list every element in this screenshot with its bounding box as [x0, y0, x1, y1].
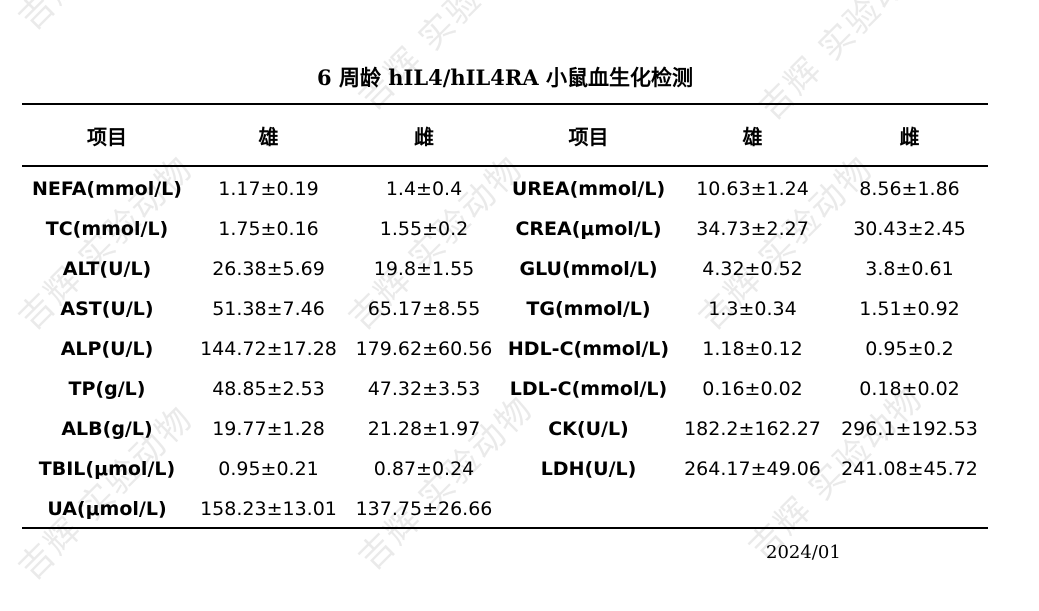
female-value: 0.18±0.02 — [859, 378, 960, 400]
watermark: 吉辉 实验动物 — [351, 0, 542, 119]
document-title: 6 周龄 hIL4/hIL4RA 小鼠血生化检测 — [317, 65, 693, 90]
header-item: 项目 — [87, 124, 127, 149]
male-value: 48.85±2.53 — [212, 378, 325, 400]
item-name: TC(mmol/L) — [45, 218, 169, 240]
male-value: 1.75±0.16 — [218, 218, 319, 240]
female-value — [831, 489, 988, 529]
item-name: HDL-C(mmol/L) — [507, 338, 670, 360]
female-value: 1.4±0.4 — [385, 178, 463, 200]
male-value: 1.17±0.19 — [218, 178, 319, 200]
item-name: AST(U/L) — [60, 298, 154, 320]
item-name: ALP(U/L) — [60, 338, 154, 360]
table-row: NEFA(mmol/L) 1.17±0.19 1.4±0.4 UREA(mmol/L)… — [22, 166, 988, 209]
male-value: 264.17±49.06 — [684, 458, 821, 480]
table-row: ALB(g/L) 19.77±1.28 21.28±1.97 CK(U/L) 182.2… — [22, 409, 988, 449]
table-row: TP(g/L) 48.85±2.53 47.32±3.53 LDL-C(mmol/L)… — [22, 369, 988, 409]
male-value: 182.2±162.27 — [684, 418, 821, 440]
item-name — [503, 489, 674, 529]
table-row: ALP(U/L) 144.72±17.28 179.62±60.56 HDL-C(mm… — [22, 329, 988, 369]
table-row: UA(μmol/L) 158.23±13.01 137.75±26.66 — [22, 489, 988, 529]
table-bottom-rule — [22, 527, 988, 529]
female-value: 3.8±0.61 — [865, 258, 954, 280]
table-row: TC(mmol/L) 1.75±0.16 1.55±0.2 CREA(μmol/L) 3… — [22, 209, 988, 249]
male-value: 1.3±0.34 — [708, 298, 797, 320]
item-name: TG(mmol/L) — [526, 298, 651, 320]
male-value: 158.23±13.01 — [200, 498, 337, 520]
item-name: CK(U/L) — [548, 418, 629, 440]
item-name: LDH(U/L) — [540, 458, 637, 480]
female-value: 296.1±192.53 — [841, 418, 978, 440]
report-date: 2024/01 — [766, 542, 841, 563]
male-value: 19.77±1.28 — [212, 418, 325, 440]
item-name: GLU(mmol/L) — [519, 258, 658, 280]
female-value: 19.8±1.55 — [373, 258, 475, 280]
female-value: 8.56±1.86 — [859, 178, 960, 200]
female-value: 0.95±0.2 — [865, 338, 954, 360]
female-value: 179.62±60.56 — [355, 338, 493, 360]
item-name: TBIL(μmol/L) — [38, 458, 176, 480]
table-header-row: 项目 雄 雌 项目 雄 雌 — [22, 104, 988, 166]
item-name: ALB(g/L) — [61, 418, 153, 440]
header-male: 雄 — [742, 124, 763, 149]
male-value: 144.72±17.28 — [200, 338, 337, 360]
female-value: 47.32±3.53 — [367, 378, 481, 400]
female-value: 1.51±0.92 — [859, 298, 960, 320]
male-value: 1.18±0.12 — [702, 338, 803, 360]
blood-chemistry-table: 项目 雄 雌 项目 雄 雌 NEFA(mmol/L) 1.17±0.19 1.4±0… — [22, 104, 988, 529]
male-value — [674, 489, 831, 529]
male-value: 26.38±5.69 — [212, 258, 325, 280]
female-value: 30.43±2.45 — [853, 218, 966, 240]
female-value: 65.17±8.55 — [367, 298, 481, 320]
male-value: 0.16±0.02 — [702, 378, 803, 400]
table-row: ALT(U/L) 26.38±5.69 19.8±1.55 GLU(mmol/L) 4.… — [22, 249, 988, 289]
item-name: NEFA(mmol/L) — [32, 178, 182, 200]
item-name: UREA(mmol/L) — [511, 178, 666, 200]
item-name: LDL-C(mmol/L) — [509, 378, 668, 400]
male-value: 0.95±0.21 — [218, 458, 319, 480]
female-value: 21.28±1.97 — [367, 418, 481, 440]
table-top-rule — [22, 103, 988, 105]
female-value: 241.08±45.72 — [841, 458, 978, 480]
table-header-rule — [22, 165, 988, 167]
header-male: 雄 — [258, 124, 279, 149]
female-value: 1.55±0.2 — [379, 218, 469, 240]
header-item: 项目 — [568, 124, 609, 149]
male-value: 10.63±1.24 — [696, 178, 809, 200]
table-row: AST(U/L) 51.38±7.46 65.17±8.55 TG(mmol/L) 1.… — [22, 289, 988, 329]
watermark: 吉辉 实验动物 — [5, 0, 201, 39]
header-female: 雌 — [899, 124, 920, 149]
header-female: 雌 — [414, 124, 434, 149]
item-name: ALT(U/L) — [62, 258, 152, 280]
item-name: UA(μmol/L) — [47, 498, 167, 520]
male-value: 51.38±7.46 — [212, 298, 325, 320]
item-name: TP(g/L) — [68, 378, 146, 400]
female-value: 137.75±26.66 — [355, 498, 493, 520]
item-name: CREA(μmol/L) — [515, 218, 662, 240]
female-value: 0.87±0.24 — [373, 458, 475, 480]
table-row: TBIL(μmol/L) 0.95±0.21 0.87±0.24 LDH(U/L) 26… — [22, 449, 988, 489]
male-value: 34.73±2.27 — [696, 218, 809, 240]
male-value: 4.32±0.52 — [702, 258, 803, 280]
